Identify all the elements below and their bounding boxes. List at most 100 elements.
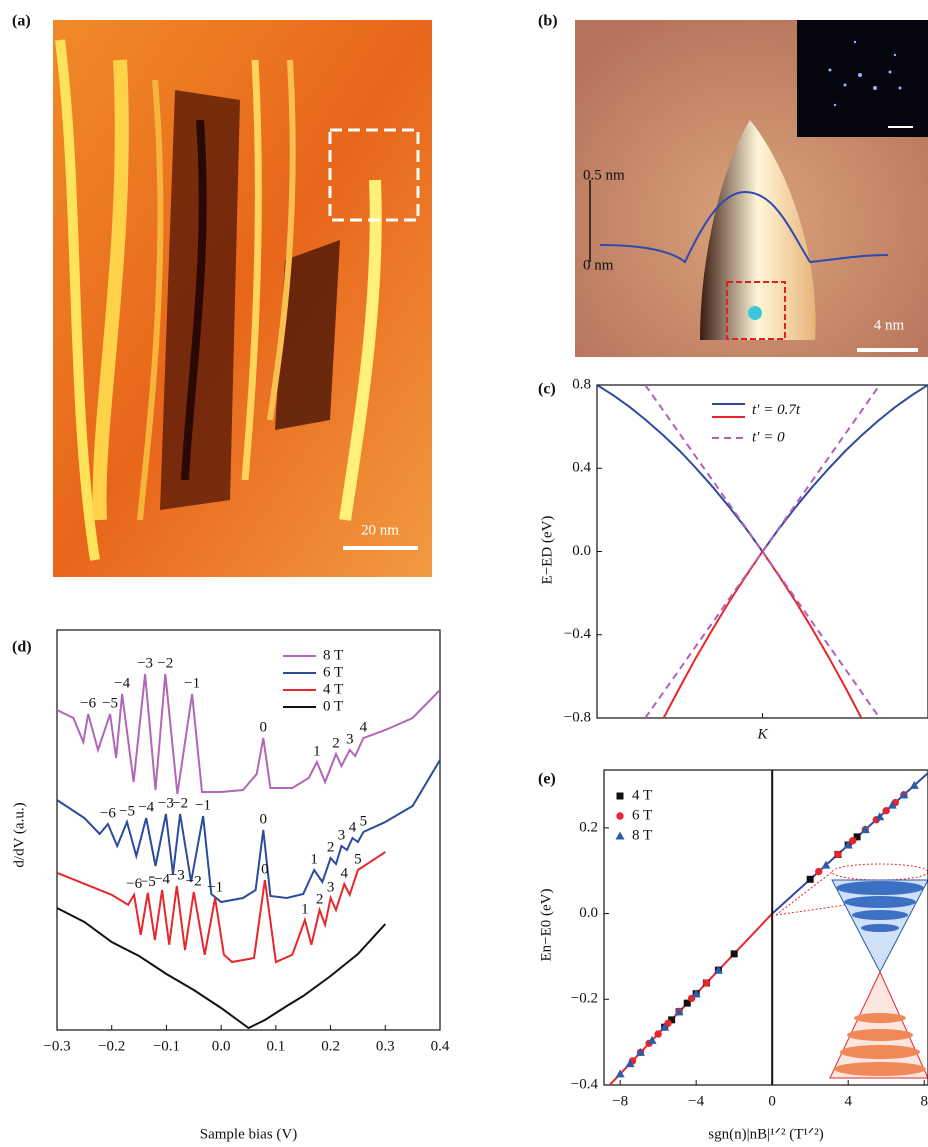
peak-label: 1 bbox=[301, 901, 309, 917]
legend-label: 8 T bbox=[632, 827, 652, 843]
peak-label: 3 bbox=[327, 879, 335, 895]
peak-label: −6 bbox=[80, 695, 96, 711]
x-tick-label: −8 bbox=[612, 1093, 628, 1109]
point bbox=[834, 850, 842, 859]
series-line bbox=[57, 759, 440, 904]
y-tick-label: 0.0 bbox=[572, 543, 591, 559]
peak-label: −5 bbox=[119, 803, 135, 819]
y-tick-label: −0.8 bbox=[564, 709, 591, 725]
y-tick-label: −0.2 bbox=[571, 991, 598, 1007]
legend-label: t′ = 0.7t bbox=[752, 402, 801, 418]
peak-label: 2 bbox=[327, 839, 335, 855]
peak-label: 4 bbox=[360, 719, 368, 735]
x-tick-label: −0.3 bbox=[43, 1038, 70, 1054]
peak-label: −5 bbox=[102, 695, 118, 711]
y-tick-label: 0.0 bbox=[579, 905, 598, 921]
x-axis-label: Sample bias (V) bbox=[200, 1126, 297, 1142]
peak-label: −3 bbox=[137, 655, 153, 671]
point bbox=[668, 1016, 676, 1024]
plot-area bbox=[608, 772, 928, 1085]
peak-label: 1 bbox=[310, 851, 318, 867]
x-tick-label: 8 bbox=[920, 1093, 928, 1109]
x-tick-label: 0 bbox=[768, 1093, 776, 1109]
y-tick-label: −0.4 bbox=[571, 1076, 599, 1092]
point bbox=[909, 780, 919, 789]
peak-label: −4 bbox=[154, 871, 170, 887]
x-tick-label: −0.2 bbox=[98, 1038, 125, 1054]
x-tick-label: 4 bbox=[844, 1093, 852, 1109]
peak-label: 0 bbox=[261, 861, 269, 877]
peak-label: −3 bbox=[169, 867, 185, 883]
legend-label: 0 T bbox=[323, 698, 343, 714]
series-line bbox=[662, 549, 863, 718]
stm-image-a: 20 nm bbox=[53, 20, 432, 577]
legend-swatch bbox=[616, 792, 624, 800]
peak-label: 2 bbox=[316, 891, 324, 907]
peak-label: −2 bbox=[172, 795, 188, 811]
plot-frame bbox=[603, 769, 928, 1086]
point bbox=[683, 999, 691, 1007]
legend-label: t′ = 0 bbox=[752, 429, 785, 445]
panel-label: (c) bbox=[538, 381, 556, 398]
peak-label: −1 bbox=[195, 797, 211, 813]
peak-label: 4 bbox=[349, 819, 357, 835]
x-tick-label: −0.1 bbox=[153, 1038, 180, 1054]
x-tick-label: K bbox=[756, 726, 768, 742]
point bbox=[702, 979, 711, 987]
y-tick-label: 0.2 bbox=[579, 819, 598, 835]
series-line bbox=[57, 673, 440, 795]
peak-label: −6 bbox=[126, 876, 142, 892]
point bbox=[860, 825, 870, 834]
x-tick-label: 0.2 bbox=[321, 1038, 340, 1054]
x-tick-label: 0.4 bbox=[431, 1038, 450, 1054]
peak-label: −2 bbox=[157, 655, 173, 671]
peak-label: 5 bbox=[354, 851, 362, 867]
legend-swatch bbox=[615, 831, 625, 840]
peak-label: 4 bbox=[341, 865, 349, 881]
legend-swatch bbox=[616, 812, 624, 820]
cone-inset bbox=[775, 863, 928, 1079]
peak-label: −2 bbox=[186, 873, 202, 889]
panel-label: (d) bbox=[12, 639, 32, 656]
x-tick-label: 0.0 bbox=[212, 1038, 231, 1054]
legend-label: 6 T bbox=[323, 664, 343, 680]
peak-label: 2 bbox=[332, 735, 340, 751]
point bbox=[887, 800, 897, 809]
point bbox=[664, 1019, 672, 1027]
point bbox=[615, 1069, 625, 1078]
point bbox=[660, 1022, 670, 1031]
point bbox=[821, 860, 831, 869]
peak-label: 3 bbox=[338, 827, 346, 843]
panel-label: (e) bbox=[538, 771, 556, 788]
point bbox=[815, 867, 823, 876]
legend-label: 6 T bbox=[632, 807, 652, 823]
peak-label: 1 bbox=[313, 743, 321, 759]
peak-label: −4 bbox=[114, 675, 130, 691]
point bbox=[853, 833, 861, 841]
y-tick-label: −0.4 bbox=[564, 626, 592, 642]
panel-label: (b) bbox=[538, 13, 558, 30]
point bbox=[849, 837, 857, 845]
scale-bar-label: 20 nm bbox=[361, 522, 399, 538]
point bbox=[730, 950, 738, 958]
x-tick-label: 0.3 bbox=[376, 1038, 395, 1054]
legend-label: 4 T bbox=[323, 681, 343, 697]
peak-label: −3 bbox=[158, 795, 174, 811]
y-axis-label: E−ED (eV) bbox=[539, 516, 555, 585]
peak-label: −1 bbox=[207, 879, 223, 895]
point bbox=[674, 1007, 684, 1016]
peak-label: −1 bbox=[184, 675, 200, 691]
y-axis-label: En−E0 (eV) bbox=[538, 888, 554, 961]
x-tick-label: −4 bbox=[688, 1093, 704, 1109]
scale-bar-label: 4 nm bbox=[874, 317, 905, 333]
point bbox=[899, 790, 909, 799]
panel-label: (a) bbox=[12, 13, 31, 30]
point bbox=[635, 1047, 645, 1056]
plot-frame bbox=[56, 629, 441, 1031]
stm-image-b: 0.5 nm 0 nm 4 nm bbox=[575, 20, 928, 357]
point bbox=[806, 875, 814, 883]
point bbox=[875, 812, 885, 821]
plot-area bbox=[57, 673, 440, 1030]
peak-label: −4 bbox=[138, 799, 154, 815]
